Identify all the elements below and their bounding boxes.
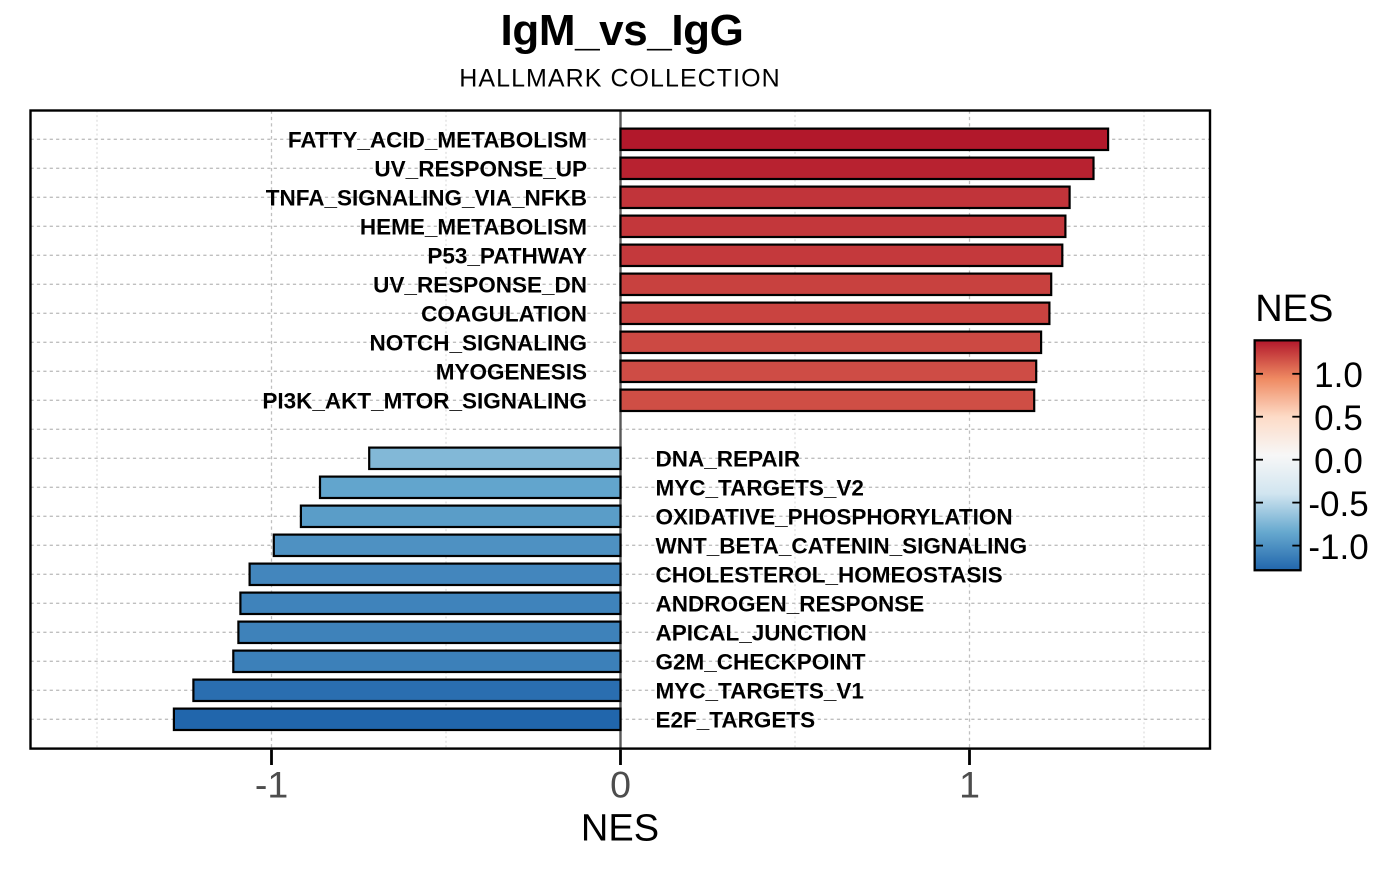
svg-text:0.5: 0.5 — [1314, 399, 1363, 438]
svg-text:HALLMARK COLLECTION: HALLMARK COLLECTION — [459, 64, 780, 92]
svg-text:MYC_TARGETS_V1: MYC_TARGETS_V1 — [656, 678, 864, 703]
svg-text:NES: NES — [581, 808, 659, 850]
svg-text:APICAL_JUNCTION: APICAL_JUNCTION — [656, 620, 867, 645]
svg-text:MYC_TARGETS_V2: MYC_TARGETS_V2 — [656, 475, 864, 500]
svg-text:FATTY_ACID_METABOLISM: FATTY_ACID_METABOLISM — [288, 127, 587, 152]
svg-text:P53_PATHWAY: P53_PATHWAY — [427, 243, 587, 268]
svg-text:G2M_CHECKPOINT: G2M_CHECKPOINT — [656, 649, 866, 674]
svg-text:WNT_BETA_CATENIN_SIGNALING: WNT_BETA_CATENIN_SIGNALING — [656, 533, 1028, 558]
svg-text:HEME_METABOLISM: HEME_METABOLISM — [360, 214, 587, 239]
svg-text:NES: NES — [1255, 288, 1333, 330]
svg-text:-1: -1 — [255, 764, 288, 806]
svg-text:UV_RESPONSE_UP: UV_RESPONSE_UP — [374, 156, 587, 181]
svg-text:-0.5: -0.5 — [1308, 485, 1368, 524]
svg-text:NOTCH_SIGNALING: NOTCH_SIGNALING — [369, 330, 587, 355]
svg-text:COAGULATION: COAGULATION — [421, 301, 587, 326]
svg-text:CHOLESTEROL_HOMEOSTASIS: CHOLESTEROL_HOMEOSTASIS — [656, 562, 1003, 587]
svg-text:0: 0 — [610, 764, 631, 806]
svg-text:PI3K_AKT_MTOR_SIGNALING: PI3K_AKT_MTOR_SIGNALING — [262, 388, 587, 413]
svg-text:MYOGENESIS: MYOGENESIS — [436, 359, 587, 384]
svg-text:-1.0: -1.0 — [1308, 528, 1368, 567]
svg-text:DNA_REPAIR: DNA_REPAIR — [656, 446, 801, 471]
svg-text:0.0: 0.0 — [1314, 442, 1363, 481]
svg-text:IgM_vs_IgG: IgM_vs_IgG — [501, 6, 744, 55]
svg-text:1.0: 1.0 — [1314, 356, 1363, 395]
svg-text:1: 1 — [959, 764, 980, 806]
svg-text:ANDROGEN_RESPONSE: ANDROGEN_RESPONSE — [656, 591, 925, 616]
svg-text:OXIDATIVE_PHOSPHORYLATION: OXIDATIVE_PHOSPHORYLATION — [656, 504, 1013, 529]
svg-text:TNFA_SIGNALING_VIA_NFKB: TNFA_SIGNALING_VIA_NFKB — [266, 185, 587, 210]
svg-text:UV_RESPONSE_DN: UV_RESPONSE_DN — [373, 272, 587, 297]
svg-text:E2F_TARGETS: E2F_TARGETS — [656, 707, 816, 732]
